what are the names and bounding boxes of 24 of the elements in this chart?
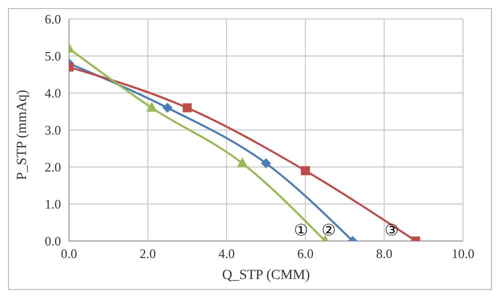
x-tick-label: 8.0: [376, 246, 392, 262]
point: [182, 103, 192, 112]
point: [261, 158, 271, 168]
x-axis-title: Q_STP (CMM): [222, 268, 310, 283]
y-tick-label: 0.0: [44, 234, 61, 249]
y-tick-label: 3.0: [44, 122, 61, 138]
y-tick-label: 6.0: [44, 12, 61, 27]
x-tick-label: 10.0: [452, 246, 474, 262]
y-tick-label: 4.0: [44, 86, 61, 101]
x-tick-label: 0.0: [60, 246, 78, 262]
y-tick-label: 5.0: [44, 48, 61, 64]
y-tick-label: 1.0: [44, 196, 61, 212]
point: [162, 102, 172, 113]
annotation: ①: [294, 220, 308, 240]
point: [300, 166, 310, 176]
point: [236, 157, 248, 168]
x-tick-label: 2.0: [140, 246, 156, 262]
x-tick-label: 4.0: [218, 246, 235, 262]
point: [146, 102, 158, 112]
x-tick-label: 6.0: [297, 246, 314, 262]
annotation: ③: [384, 220, 399, 240]
y-axis-title: P_STP (mmAq): [14, 90, 30, 180]
annotation: ②: [322, 220, 336, 240]
y-tick-label: 2.0: [44, 160, 61, 175]
